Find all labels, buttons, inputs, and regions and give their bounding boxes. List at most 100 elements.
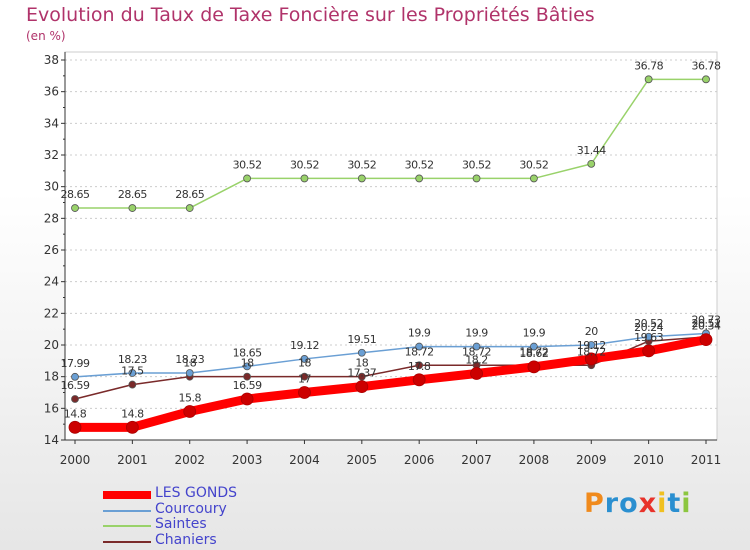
- data-label: 28.65: [61, 188, 90, 201]
- data-label: 19.51: [347, 333, 376, 346]
- data-point: [128, 380, 137, 389]
- data-label: 28.65: [118, 188, 147, 201]
- y-tick-label: 32: [44, 148, 59, 162]
- y-tick-label: 24: [44, 275, 59, 289]
- legend-swatch: [103, 540, 151, 543]
- data-point: [702, 75, 710, 84]
- proxiti-logo: Proxiti: [584, 488, 692, 519]
- data-label: 20: [585, 325, 598, 338]
- y-tick-label: 36: [44, 85, 59, 99]
- data-point: [472, 174, 481, 183]
- data-label: 31.44: [577, 144, 606, 157]
- data-label: 19.9: [408, 327, 431, 340]
- data-label: 19.12: [290, 339, 319, 352]
- chart-subtitle: (en %): [26, 29, 66, 43]
- chart-title: Evolution du Taux de Taxe Foncière sur l…: [26, 4, 595, 26]
- data-point: [300, 355, 309, 363]
- data-label: 18.72: [462, 345, 491, 358]
- y-tick-label: 28: [44, 211, 59, 225]
- data-point: [125, 420, 139, 434]
- legend-label: Saintes: [155, 516, 207, 532]
- series-line-courcoury: [74, 332, 707, 378]
- data-point: [128, 204, 137, 212]
- x-tick-label: 2009: [576, 453, 607, 467]
- y-tick-label: 30: [44, 180, 59, 194]
- logo-letter: r: [604, 488, 620, 519]
- data-label: 30.52: [233, 158, 262, 171]
- logo-letter: P: [584, 488, 605, 519]
- x-tick-label: 2001: [117, 453, 148, 467]
- x-tick-label: 2004: [289, 453, 320, 467]
- data-point: [357, 174, 366, 183]
- data-point: [699, 333, 713, 347]
- data-label: 36.78: [634, 59, 663, 72]
- data-label: 30.52: [290, 158, 319, 171]
- data-point: [243, 372, 251, 381]
- data-point: [470, 367, 483, 380]
- logo-letter: x: [638, 488, 658, 519]
- x-tick-label: 2011: [691, 453, 722, 467]
- data-point: [71, 372, 79, 381]
- x-tick-label: 2005: [347, 453, 378, 467]
- data-label: 20.34: [692, 320, 721, 333]
- data-label: 17.99: [61, 357, 90, 370]
- data-point: [644, 75, 653, 84]
- data-point: [128, 369, 137, 377]
- data-label: 14.8: [121, 407, 144, 420]
- data-label: 30.52: [462, 158, 491, 171]
- data-label: 17: [298, 373, 311, 386]
- series-line-les-gonds: [75, 335, 707, 432]
- data-point: [530, 174, 538, 183]
- legend-swatch: [103, 491, 151, 499]
- data-label: 18.23: [118, 353, 147, 366]
- legend-swatch: [103, 525, 151, 527]
- data-label: 18: [241, 357, 254, 370]
- data-label: 30.52: [405, 158, 434, 171]
- data-label: 20.51: [692, 317, 721, 330]
- data-point: [357, 372, 366, 381]
- data-label: 18.72: [577, 345, 606, 358]
- data-point: [243, 362, 251, 371]
- y-tick-label: 18: [44, 370, 59, 384]
- data-point: [185, 369, 194, 377]
- data-point: [644, 332, 653, 341]
- data-point: [300, 372, 309, 381]
- x-tick-label: 2007: [461, 453, 492, 467]
- data-label: 18.65: [233, 346, 262, 359]
- data-point: [587, 341, 596, 349]
- data-label: 18: [298, 357, 311, 370]
- legend-label: LES GONDS: [155, 485, 237, 501]
- data-label: 20.52: [634, 317, 663, 330]
- data-point: [240, 392, 254, 406]
- data-label: 18: [355, 357, 368, 370]
- data-point: [415, 174, 424, 183]
- data-point: [642, 344, 656, 358]
- y-tick-label: 16: [44, 401, 59, 415]
- data-point: [472, 342, 481, 351]
- y-tick-label: 38: [44, 53, 59, 67]
- data-label: 18.72: [519, 345, 548, 358]
- data-point: [71, 395, 79, 403]
- logo-letter: i: [657, 488, 668, 519]
- x-tick-label: 2003: [232, 453, 263, 467]
- data-point: [68, 420, 82, 434]
- x-tick-label: 2002: [174, 453, 205, 467]
- logo-letter: o: [619, 488, 639, 519]
- data-label: 18.23: [175, 353, 204, 366]
- x-tick-label: 2000: [60, 453, 91, 467]
- data-label: 18.2: [465, 354, 488, 367]
- data-label: 19.63: [634, 331, 663, 344]
- y-tick-label: 26: [44, 243, 59, 257]
- x-tick-label: 2010: [633, 453, 664, 467]
- data-point: [415, 342, 424, 351]
- data-point: [584, 352, 598, 366]
- data-point: [527, 360, 541, 374]
- data-label: 17.8: [408, 360, 431, 373]
- data-label: 15.8: [178, 392, 201, 405]
- data-label: 20.24: [634, 321, 663, 334]
- data-label: 20.73: [692, 313, 721, 326]
- y-tick-label: 34: [44, 116, 59, 130]
- data-point: [415, 361, 424, 370]
- legend-label: Courcoury: [155, 500, 227, 517]
